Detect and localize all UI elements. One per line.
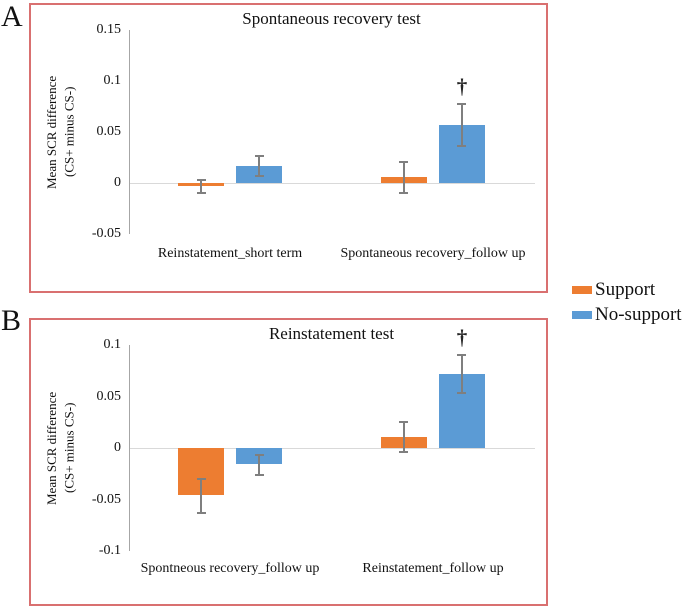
category-label: Reinstatement_follow up bbox=[362, 561, 504, 576]
dagger-annotation: † bbox=[456, 74, 468, 98]
y-tick-label: -0.05 bbox=[91, 226, 121, 241]
error-bar-cap-bottom bbox=[197, 192, 206, 194]
y-tick-label: 0 bbox=[114, 175, 121, 190]
y-tick-label: 0.05 bbox=[96, 389, 122, 404]
y-tick-label: 0.05 bbox=[96, 124, 122, 139]
error-bar-line bbox=[258, 454, 260, 475]
error-bar-line bbox=[403, 421, 405, 452]
error-bar-cap-top bbox=[197, 478, 206, 480]
no-support-color-swatch bbox=[572, 310, 592, 319]
error-bar-line bbox=[200, 478, 202, 513]
chart-legend: Support No-support bbox=[572, 277, 682, 327]
y-tick-label: 0.1 bbox=[103, 73, 122, 88]
error-bar-cap-bottom bbox=[197, 512, 206, 514]
support-color-swatch bbox=[572, 285, 592, 294]
error-bar-cap-bottom bbox=[255, 474, 264, 476]
category-label: Spontneous recovery_follow up bbox=[140, 561, 320, 576]
error-bar-cap-top bbox=[399, 421, 408, 423]
error-bar-line bbox=[461, 354, 463, 393]
legend-item-support: Support bbox=[572, 277, 682, 302]
panel-a-plot-area: 0.15 0.1 0.05 0 -0.05 Reinstatement_short ter… bbox=[31, 5, 550, 295]
error-bar-cap-top bbox=[255, 454, 264, 456]
y-tick-label: 0.15 bbox=[96, 22, 122, 37]
error-bar-cap-top bbox=[457, 354, 466, 356]
panel-b-title: Reinstatement test bbox=[268, 324, 395, 343]
category-label: Spontaneous recovery_follow up bbox=[340, 246, 526, 261]
panel-b-plot-area: 0.1 0.05 0 -0.05 -0.1 Spontneous recovery_fol… bbox=[31, 320, 550, 608]
category-label: Reinstatement_short term bbox=[157, 246, 303, 261]
error-bar-cap-bottom bbox=[457, 145, 466, 147]
error-bar-line bbox=[200, 179, 202, 193]
panel-a-title: Spontaneous recovery test bbox=[242, 9, 421, 28]
legend-label-no-support: No-support bbox=[595, 304, 682, 325]
y-tick-label: 0 bbox=[114, 440, 121, 455]
error-bar-cap-top bbox=[399, 161, 408, 163]
error-bar-cap-top bbox=[457, 103, 466, 105]
y-tick-label: -0.05 bbox=[91, 492, 121, 507]
error-bar-line bbox=[403, 161, 405, 194]
error-bar-cap-top bbox=[255, 155, 264, 157]
panel-a-letter: A bbox=[1, 0, 23, 33]
y-axis-line bbox=[129, 30, 130, 234]
y-axis-line bbox=[129, 345, 130, 551]
panel-b: Reinstatement test Mean SCR difference (… bbox=[29, 318, 548, 606]
error-bar-cap-bottom bbox=[457, 392, 466, 394]
panel-b-letter: B bbox=[1, 304, 22, 337]
legend-label-support: Support bbox=[595, 279, 656, 300]
y-tick-label: -0.1 bbox=[98, 543, 121, 558]
panel-a: Spontaneous recovery test Mean SCR diffe… bbox=[29, 3, 548, 293]
legend-item-no-support: No-support bbox=[572, 302, 682, 327]
error-bar-cap-bottom bbox=[399, 192, 408, 194]
zero-gridline bbox=[130, 183, 535, 184]
zero-gridline bbox=[130, 448, 535, 449]
error-bar-cap-bottom bbox=[255, 175, 264, 177]
dagger-annotation: † bbox=[456, 325, 468, 349]
y-tick-label: 0.1 bbox=[103, 337, 122, 352]
error-bar-line bbox=[461, 103, 463, 146]
error-bar-cap-bottom bbox=[399, 451, 408, 453]
error-bar-line bbox=[258, 155, 260, 175]
error-bar-cap-top bbox=[197, 179, 206, 181]
